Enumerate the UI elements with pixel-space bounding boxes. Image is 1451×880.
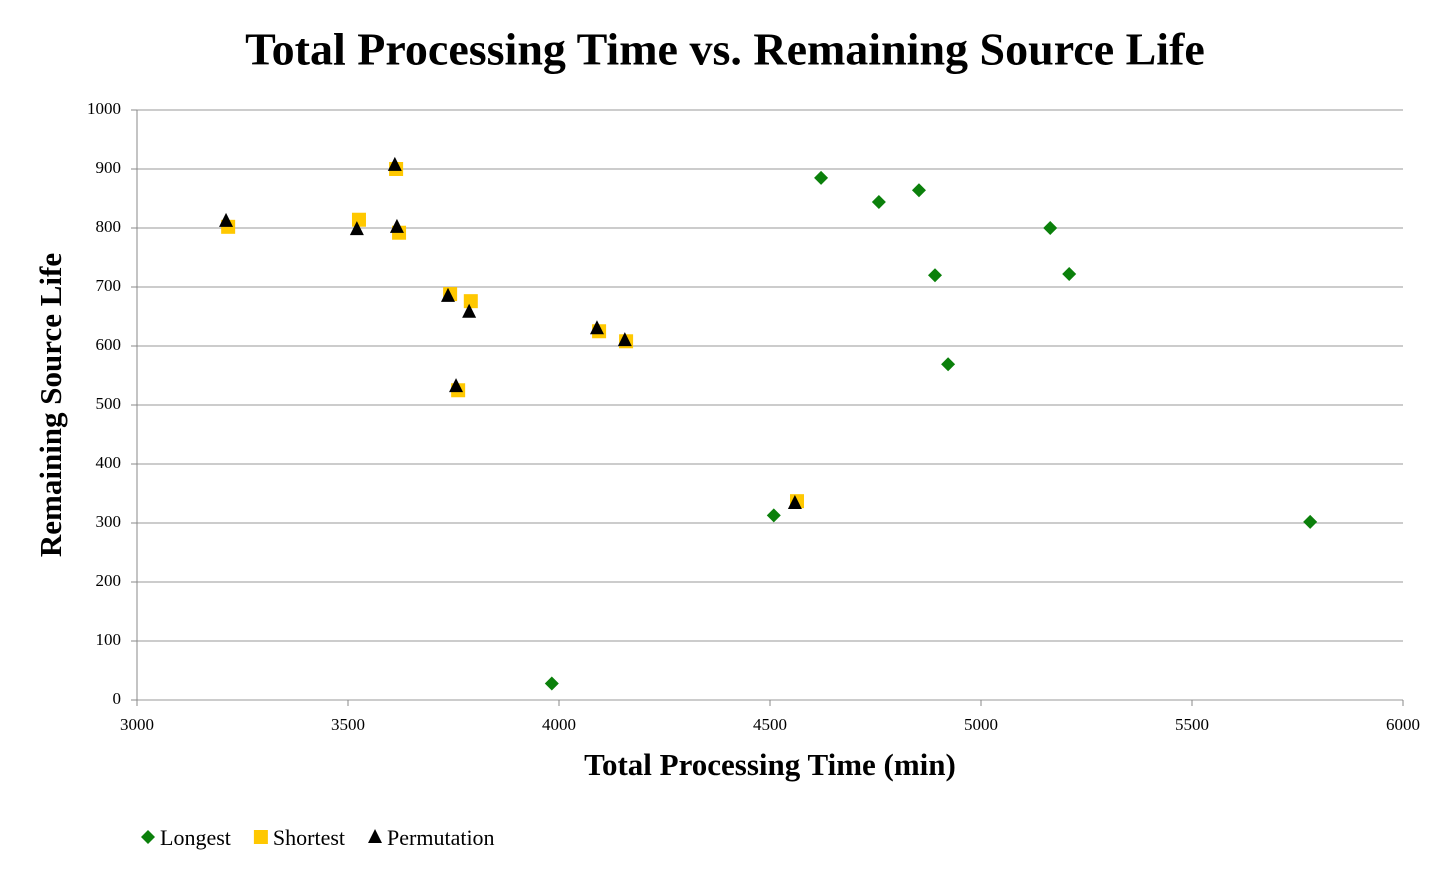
x-tick-label: 5500 [1175, 715, 1209, 734]
point [1043, 221, 1058, 235]
point [219, 212, 234, 227]
x-tick-label: 4000 [542, 715, 576, 734]
y-tick-label: 300 [96, 512, 122, 531]
point [349, 221, 364, 236]
y-tick-label: 700 [96, 276, 122, 295]
point [928, 268, 943, 283]
legend-marker [253, 830, 268, 844]
point [1303, 514, 1318, 529]
point [787, 494, 802, 509]
point [911, 183, 926, 198]
point [351, 212, 366, 227]
point [462, 303, 477, 318]
y-tick-label: 1000 [87, 99, 121, 118]
point [941, 357, 956, 372]
point [389, 218, 404, 233]
y-tick-label: 600 [96, 335, 122, 354]
y-axis-label: Remaining Source Life [33, 253, 68, 557]
y-tick-label: 900 [96, 158, 122, 177]
x-tick-label: 6000 [1386, 715, 1420, 734]
point [814, 170, 829, 185]
y-tick-label: 200 [96, 571, 122, 590]
point [544, 676, 559, 691]
y-tick-label: 400 [96, 453, 122, 472]
x-tick-label: 4500 [753, 715, 787, 734]
y-tick-label: 100 [96, 630, 122, 649]
legend-marker [368, 829, 383, 843]
x-tick-label: 3000 [120, 715, 154, 734]
legend-label: Longest [160, 825, 231, 850]
point [589, 320, 604, 335]
x-tick-label: 3500 [331, 715, 365, 734]
x-axis-label: Total Processing Time (min) [584, 747, 956, 782]
y-tick-label: 0 [113, 689, 122, 708]
x-tick-label: 5000 [964, 715, 998, 734]
point [871, 195, 886, 210]
point [387, 156, 402, 171]
legend-label: Shortest [273, 825, 345, 850]
legend-label: Permutation [387, 825, 495, 850]
legend-marker [141, 830, 155, 844]
y-tick-label: 500 [96, 394, 122, 413]
point [441, 287, 456, 302]
chart-title: Total Processing Time vs. Remaining Sour… [245, 24, 1205, 75]
point [1062, 267, 1077, 282]
point [449, 378, 464, 393]
point [463, 294, 478, 309]
point [617, 332, 632, 347]
point [766, 508, 781, 523]
y-tick-label: 800 [96, 217, 122, 236]
